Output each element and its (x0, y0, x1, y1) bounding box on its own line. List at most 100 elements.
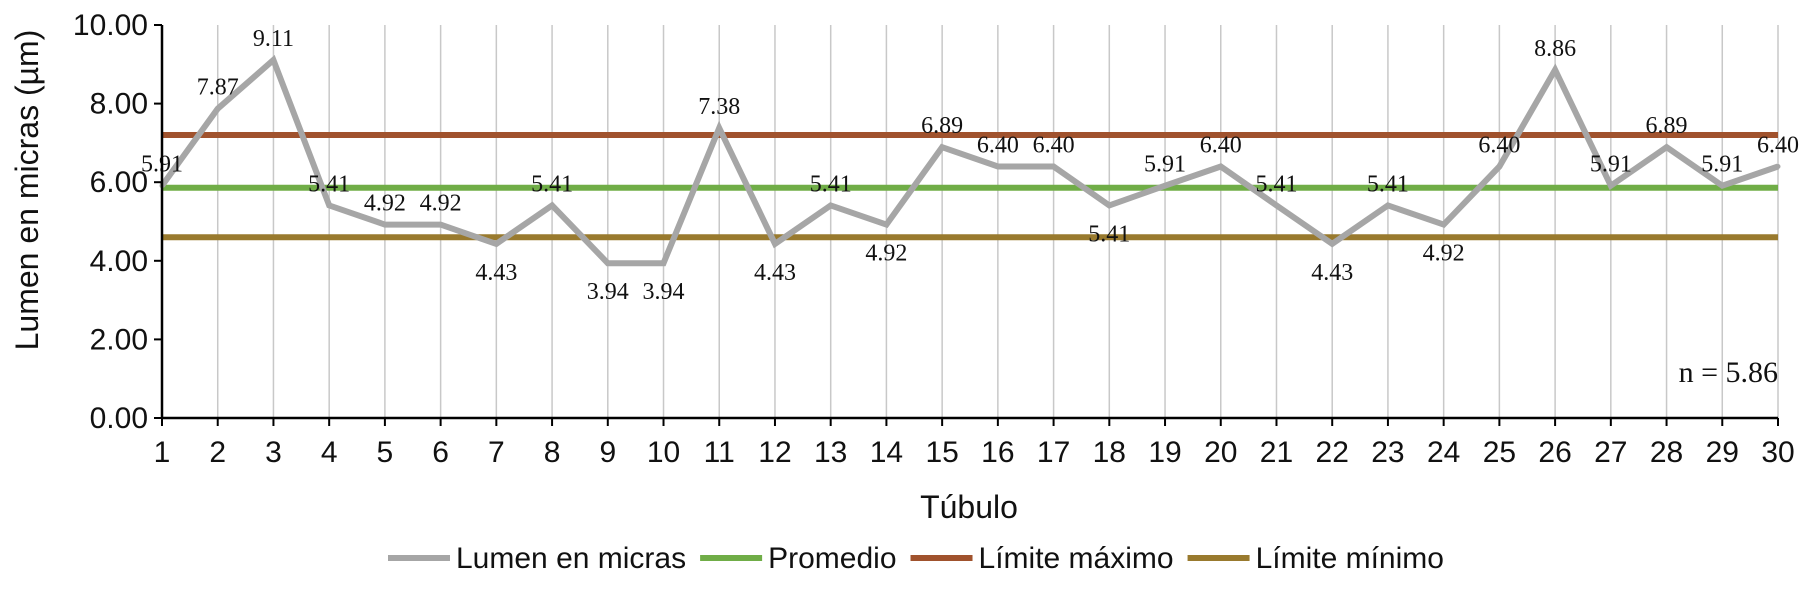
y-tick-label: 4.00 (90, 245, 148, 278)
x-tick-label: 30 (1761, 436, 1794, 469)
data-label: 6.40 (1478, 132, 1520, 158)
data-label: 4.43 (754, 260, 796, 286)
x-tick-label: 21 (1260, 436, 1293, 469)
data-point (1441, 222, 1447, 228)
x-tick-label: 17 (1037, 436, 1070, 469)
y-tick-label: 10.00 (73, 9, 148, 42)
legend-item-1: Promedio (700, 542, 897, 575)
data-point (1329, 241, 1335, 247)
x-tick-label: 12 (758, 436, 791, 469)
data-point (438, 222, 444, 228)
data-label: 4.92 (865, 241, 907, 267)
y-tick-label: 6.00 (90, 166, 148, 199)
data-point (1051, 163, 1057, 169)
data-point (716, 125, 722, 131)
data-label: 7.87 (197, 75, 239, 101)
data-label: 5.91 (1144, 152, 1186, 178)
data-label: 4.92 (420, 191, 462, 217)
x-tick-label: 4 (321, 436, 338, 469)
data-point (382, 222, 388, 228)
x-tick-label: 25 (1483, 436, 1516, 469)
x-tick-label: 7 (488, 436, 505, 469)
y-tick-label: 8.00 (90, 88, 148, 121)
data-point (1608, 183, 1614, 189)
data-label: 5.41 (810, 171, 852, 197)
x-tick-label: 9 (599, 436, 616, 469)
x-tick-label: 3 (265, 436, 282, 469)
data-label: 5.41 (1088, 221, 1130, 247)
x-tick-label: 27 (1594, 436, 1627, 469)
x-tick-label: 14 (870, 436, 903, 469)
legend-item-0: Lumen en micras (388, 542, 686, 575)
x-tick-label: 29 (1706, 436, 1739, 469)
data-label: 6.89 (1646, 113, 1688, 139)
data-label: 6.40 (1033, 132, 1075, 158)
x-tick-label: 15 (925, 436, 958, 469)
data-label: 3.94 (643, 279, 685, 305)
x-tick-label: 24 (1427, 436, 1460, 469)
x-tick-label: 20 (1204, 436, 1237, 469)
data-point (1664, 144, 1670, 150)
legend-label: Límite mínimo (1256, 542, 1444, 575)
data-point (215, 106, 221, 112)
x-tick-label: 8 (544, 436, 561, 469)
data-label: 6.40 (1200, 132, 1242, 158)
x-axis-title: Túbulo (920, 489, 1018, 525)
legend-label: Límite máximo (979, 542, 1174, 575)
series-line-lumen (159, 54, 1779, 267)
x-tick-label: 6 (432, 436, 449, 469)
x-tick-label: 10 (647, 436, 680, 469)
data-labels: 5.91 7.87 9.11 5.41 4.92 4.92 4.43 5.41 3.94 3.94… (141, 26, 1799, 305)
data-point (661, 260, 667, 266)
data-point (939, 144, 945, 150)
data-label: 6.40 (1757, 132, 1799, 158)
x-tick-label: 26 (1538, 436, 1571, 469)
data-point (270, 57, 276, 63)
data-point (995, 163, 1001, 169)
legend: Lumen en micras Promedio Límite máximo Lími… (388, 542, 1444, 575)
data-label: 6.40 (977, 132, 1019, 158)
y-tick-label: 0.00 (90, 402, 148, 435)
data-point (549, 202, 555, 208)
x-tick-label: 13 (814, 436, 847, 469)
y-axis-title: Lumen en micras (µm) (9, 30, 45, 351)
data-label: 5.91 (1701, 152, 1743, 178)
annotation-n: n = 5.86 (1679, 356, 1778, 389)
data-point (1273, 202, 1279, 208)
x-tick-label: 28 (1650, 436, 1683, 469)
x-tick-label: 16 (981, 436, 1014, 469)
data-label: 5.41 (1367, 171, 1409, 197)
data-point (883, 222, 889, 228)
x-tick-label: 22 (1316, 436, 1349, 469)
data-label: 4.92 (1423, 241, 1465, 267)
data-point (605, 260, 611, 266)
x-tick-label: 1 (154, 436, 171, 469)
legend-label: Lumen en micras (456, 542, 686, 575)
data-point (772, 241, 778, 247)
data-label: 5.41 (531, 171, 573, 197)
data-point (1496, 163, 1502, 169)
data-point (493, 241, 499, 247)
x-tick-label: 19 (1148, 436, 1181, 469)
legend-item-3: Límite mínimo (1187, 542, 1444, 575)
y-tick-label: 2.00 (90, 323, 148, 356)
data-label: 4.92 (364, 191, 406, 217)
data-label: 7.38 (698, 94, 740, 120)
x-tick-label: 5 (377, 436, 394, 469)
data-label: 5.91 (1590, 152, 1632, 178)
data-point (1162, 183, 1168, 189)
data-point (828, 202, 834, 208)
data-point (1552, 67, 1558, 73)
data-label: 8.86 (1534, 36, 1576, 62)
data-label: 5.41 (308, 171, 350, 197)
series-group (159, 54, 1781, 267)
x-tick-label: 11 (704, 436, 735, 469)
legend-item-2: Límite máximo (910, 542, 1174, 575)
reference-lines (162, 132, 1778, 241)
data-label: 4.43 (1311, 260, 1353, 286)
data-label: 3.94 (587, 279, 629, 305)
data-label: 6.89 (921, 113, 963, 139)
x-tick-label: 2 (209, 436, 226, 469)
